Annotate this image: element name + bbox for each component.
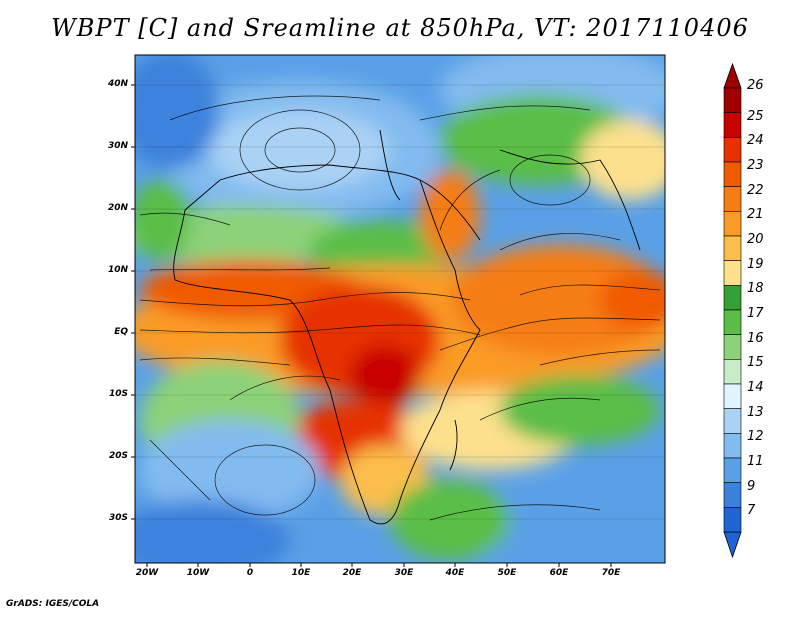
colorbar-swatch <box>723 161 742 187</box>
lon-label: 50E <box>497 568 517 578</box>
colorbar-tick-label: 7 <box>747 503 756 519</box>
lat-label: 10S <box>108 389 128 399</box>
wbpt-field <box>135 55 665 563</box>
lat-label: EQ <box>114 327 128 337</box>
colorbar-tick-label: 17 <box>747 306 764 321</box>
colorbar-swatch <box>723 186 742 212</box>
colorbar-tick-label: 12 <box>747 429 764 445</box>
lat-label: 20S <box>108 451 128 461</box>
graticule <box>135 84 665 520</box>
colorbar-tick-label: 26 <box>747 78 764 93</box>
colorbar-swatch <box>723 211 742 237</box>
colorbar-tick-label: 15 <box>747 355 764 371</box>
lon-label: 40E <box>445 568 465 578</box>
colorbar-swatch <box>723 359 742 385</box>
lat-label: 30S <box>108 513 128 523</box>
colorbar-swatch <box>723 408 742 434</box>
lon-label: 20E <box>342 568 362 578</box>
colorbar-swatch <box>723 235 742 261</box>
map-title: WBPT [C] and Sreamline at 850hPa, VT: 20… <box>51 14 749 42</box>
colorbar-tick-label: 11 <box>747 454 764 469</box>
colorbar-swatch <box>723 309 742 335</box>
colorbar-swatch <box>723 87 742 113</box>
coastlines <box>173 129 641 525</box>
colorbar-tick-label: 14 <box>747 380 764 395</box>
colorbar-tick-label: 19 <box>747 256 764 272</box>
credit-text: GrADS: IGES/COLA <box>6 599 100 609</box>
lon-label: 70E <box>601 568 621 578</box>
colorbar-swatch <box>723 260 742 286</box>
axis-ticks <box>131 84 612 567</box>
colorbar-tick-label: 22 <box>747 182 764 198</box>
colorbar <box>723 62 742 559</box>
colorbar-tick-label: 18 <box>747 281 764 297</box>
lon-label: 30E <box>394 568 414 578</box>
colorbar-tick-label: 16 <box>747 330 764 346</box>
lat-label: 20N <box>107 203 128 213</box>
colorbar-tick-label: 21 <box>747 207 764 223</box>
colorbar-swatch <box>723 433 742 459</box>
map-frame <box>134 54 666 564</box>
lat-label: 30N <box>107 141 128 151</box>
colorbar-swatch <box>723 507 742 533</box>
colorbar-tick-label: 13 <box>747 404 764 420</box>
colorbar-swatch <box>723 457 742 483</box>
colorbar-min-arrow <box>723 531 742 559</box>
colorbar-swatch <box>723 112 742 138</box>
colorbar-tick-label: 24 <box>747 133 764 149</box>
streamlines <box>139 95 661 521</box>
colorbar-swatch <box>723 334 742 360</box>
colorbar-tick-label: 20 <box>747 232 764 247</box>
colorbar-tick-label: 9 <box>747 478 756 494</box>
lon-label: 0 <box>246 568 254 578</box>
colorbar-max-arrow <box>723 62 742 89</box>
lon-label: 60E <box>549 568 569 578</box>
lat-label: 40N <box>107 79 128 89</box>
lon-label: 10W <box>186 568 210 578</box>
colorbar-swatch <box>723 285 742 311</box>
colorbar-swatch <box>723 383 742 409</box>
colorbar-tick-label: 25 <box>747 108 764 124</box>
lon-label: 10E <box>291 568 311 578</box>
colorbar-swatch <box>723 482 742 508</box>
colorbar-tick-label: 23 <box>747 158 764 173</box>
colorbar-swatch <box>723 137 742 163</box>
lat-label: 10N <box>107 265 128 275</box>
lon-label: 20W <box>135 568 159 578</box>
